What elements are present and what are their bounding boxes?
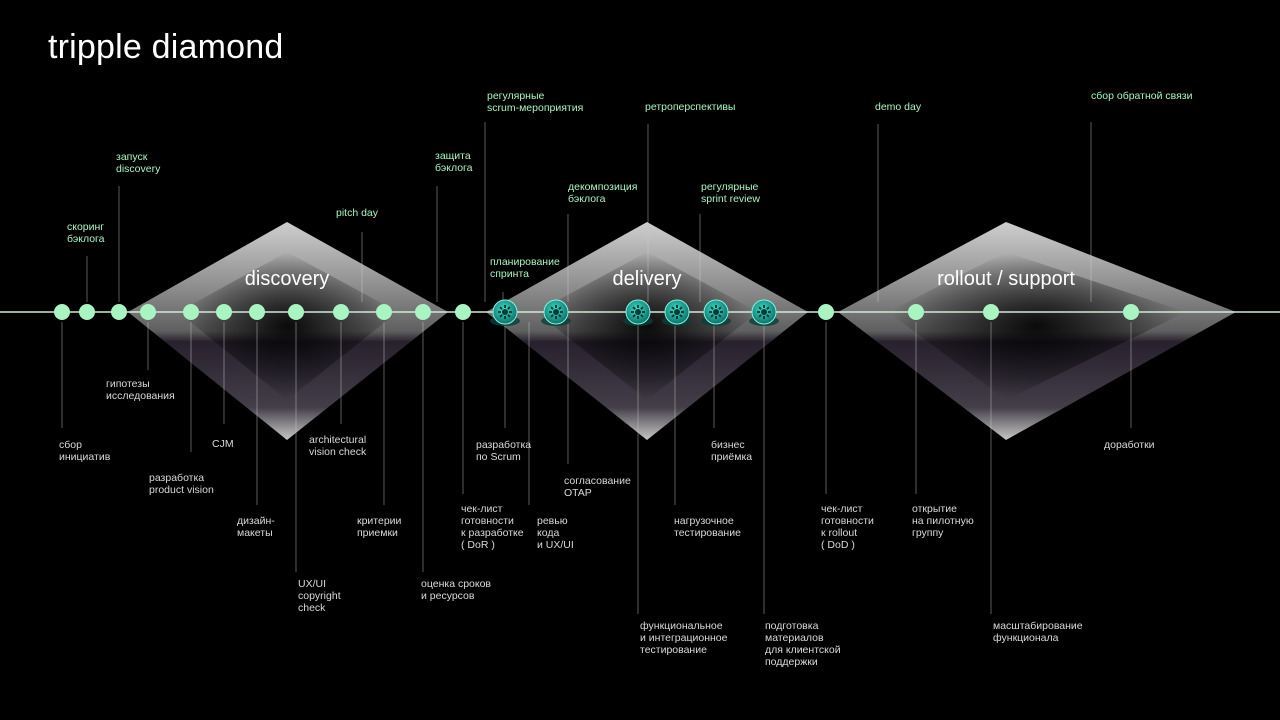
milestone-label: защита бэклога	[435, 150, 473, 174]
diamond-3	[838, 222, 1236, 440]
timeline-node	[140, 304, 156, 320]
activity-label: открытие на пилотную группу	[912, 503, 974, 539]
milestone-label: декомпозиция бэклога	[568, 181, 638, 205]
timeline-node	[249, 304, 265, 320]
milestone-label: планирование спринта	[490, 256, 560, 280]
milestone-label: регулярные sprint review	[701, 181, 760, 205]
activity-label: гипотезы исследования	[106, 378, 175, 402]
activity-label: CJM	[212, 438, 234, 450]
activity-label: доработки	[1104, 439, 1155, 451]
timeline-node	[1123, 304, 1139, 320]
milestone-label: demo day	[875, 101, 922, 113]
activity-label: функциональное и интеграционное тестиров…	[640, 620, 728, 656]
gear-icon	[662, 299, 692, 326]
timeline-node	[983, 304, 999, 320]
timeline-node	[818, 304, 834, 320]
milestone-label: ретроперспективы	[645, 101, 736, 113]
milestone-label: запуск discovery	[116, 151, 161, 175]
milestone-label: скоринг бэклога	[67, 221, 105, 245]
diamond-2	[486, 222, 808, 440]
timeline-node	[79, 304, 95, 320]
timeline-node	[455, 304, 471, 320]
milestone-label: сбор обратной связи	[1091, 90, 1193, 102]
timeline-node	[216, 304, 232, 320]
gear-icon	[701, 299, 731, 326]
activity-label: бизнес приёмка	[711, 439, 753, 463]
activity-label: ревью кода и UX/UI	[537, 515, 574, 551]
activity-label: чек-лист готовности к rollout ( DoD )	[821, 503, 874, 551]
timeline-node	[415, 304, 431, 320]
activity-label: согласование OTAP	[564, 475, 631, 499]
activity-label: разработка по Scrum	[476, 439, 532, 463]
activity-label: нагрузочное тестирование	[674, 515, 741, 539]
activity-label: разработка product vision	[149, 472, 214, 496]
activity-label: оценка сроков и ресурсов	[421, 578, 492, 602]
gear-icon	[623, 299, 653, 326]
phase-title: rollout / support	[937, 268, 1075, 290]
timeline-node	[908, 304, 924, 320]
activity-label: сбор инициатив	[59, 439, 111, 463]
activity-label: дизайн- макеты	[237, 515, 275, 539]
activity-label: подготовка материалов для клиентской под…	[765, 620, 841, 668]
page-title: tripple diamond	[48, 28, 284, 66]
activity-label: UX/UI copyright check	[298, 578, 341, 614]
timeline-node	[288, 304, 304, 320]
gear-icon	[490, 299, 520, 326]
timeline-node	[376, 304, 392, 320]
timeline-node	[183, 304, 199, 320]
activity-label: чек-лист готовности к разработке ( DoR )	[461, 503, 524, 551]
milestone-label: pitch day	[336, 207, 379, 219]
milestone-label: регулярные scrum-мероприятия	[487, 90, 584, 114]
phase-title: delivery	[612, 268, 682, 290]
activity-label: architectural vision check	[309, 434, 367, 458]
phase-title: discovery	[244, 268, 330, 290]
timeline-node	[54, 304, 70, 320]
timeline-node	[111, 304, 127, 320]
activity-label: критерии приемки	[357, 515, 402, 539]
diamond-1	[128, 222, 448, 440]
activity-label: масштабирование функционала	[993, 620, 1083, 644]
timeline-node	[333, 304, 349, 320]
gear-icon	[749, 299, 779, 326]
gear-icon	[541, 299, 571, 326]
